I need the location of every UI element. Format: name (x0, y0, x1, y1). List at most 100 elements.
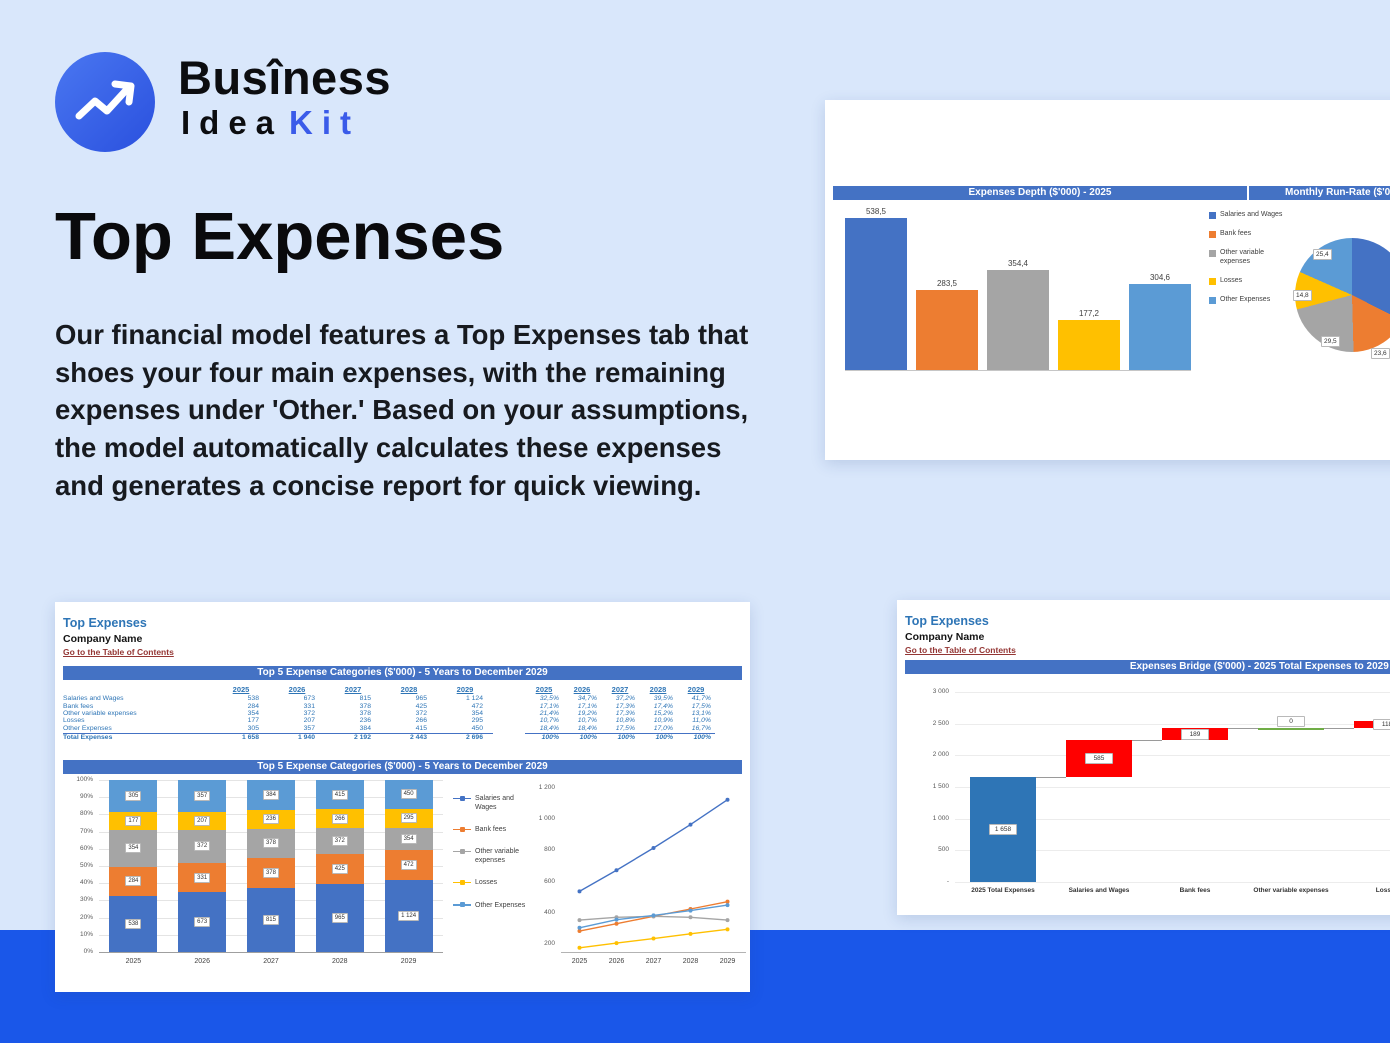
growth-arrow-icon (75, 80, 135, 120)
chart-header: Top 5 Expense Categories ($'000) - 5 Yea… (63, 760, 742, 774)
legend-label: Other Expenses (1220, 296, 1271, 304)
waterfall-bar (1258, 727, 1324, 730)
segment-value-label: 207 (194, 815, 211, 826)
bar-value-label: 1 658 (989, 824, 1017, 836)
stacked-column: 357 207 372 331 673 2026 (178, 780, 227, 965)
line-marker (651, 846, 656, 851)
segment-value-label: 378 (262, 868, 279, 879)
stacked-chart-y-axis: 100% 90% 80% 70% 60% 50% 40% 30% 20% 10% 0% (61, 776, 93, 955)
segment-value-label: 472 (400, 860, 417, 871)
table-year-header-row: 2025 2026 2027 2028 2029 (63, 684, 493, 695)
legend-swatch-icon (1209, 231, 1216, 239)
percent-cell: 18,4% (577, 724, 597, 732)
brand-name-line1: Busîness (178, 51, 391, 104)
stacked-segment: 266 (315, 809, 364, 828)
gridline (955, 787, 1390, 788)
percent-cell: 41,7% (691, 695, 711, 703)
segment-value-label: 384 (262, 790, 279, 801)
y-axis-label: 1 000 (932, 814, 949, 822)
legend-item: Salaries and Wages (453, 794, 535, 812)
line-marker (688, 822, 693, 827)
x-axis-label: 2026 (608, 958, 625, 965)
year-header: 2028 (400, 685, 418, 694)
bar-value-label: 585 (1085, 753, 1113, 765)
row-label: Other variable expenses (63, 709, 137, 717)
table-of-contents-link[interactable]: Go to the Table of Contents (905, 645, 1016, 655)
expense-percent-table: 2025 2026 2027 2028 2029 32,5% 34,7% 37,2% 39,5%… (525, 684, 715, 742)
stacked-segment: 415 (315, 780, 364, 810)
bar-column: 538,5 (845, 207, 907, 370)
table-year-header-row: 2025 2026 2027 2028 2029 (525, 684, 715, 695)
value-cell: 2 443 (381, 732, 437, 741)
value-cell: 266 (415, 717, 427, 725)
table-of-contents-link[interactable]: Go to the Table of Contents (63, 647, 174, 657)
table-header: Top 5 Expense Categories ($'000) - 5 Yea… (63, 666, 742, 680)
waterfall-chart: 1 658 585 189 0 118 (955, 692, 1390, 884)
table-row: Other Expenses 305 357 384 415 450 (63, 725, 493, 732)
line-marker (614, 941, 619, 946)
legend-line-icon (453, 847, 471, 855)
value-cell: 378 (359, 709, 371, 717)
legend-label: Salaries and Wages (1220, 211, 1283, 218)
stacked-segment: 425 (315, 854, 364, 885)
stacked-segment: 331 (178, 862, 227, 893)
line-series (579, 799, 728, 892)
y-axis-label: 80% (79, 810, 93, 818)
legend-label: Other Expenses (475, 901, 526, 909)
y-axis-label: 50% (79, 862, 93, 869)
segment-value-label: 815 (262, 914, 279, 925)
line-marker (725, 918, 730, 923)
bar-value-label: 189 (1181, 728, 1209, 740)
pie-value-label: 29,5 (1321, 336, 1340, 347)
y-axis-label: 500 (938, 846, 949, 854)
x-axis-label: Bank fees (1179, 887, 1211, 894)
legend-item: Other variable expenses (1209, 248, 1287, 266)
stacked-column: 415 266 372 425 965 2028 (315, 780, 364, 965)
y-axis-label: 600 (544, 877, 555, 885)
line-marker (614, 868, 619, 873)
page-title: Top Expenses (55, 199, 505, 274)
stacked-segment: 207 (178, 811, 227, 830)
chart-legend: Salaries and Wages Bank fees Other variabl… (1209, 210, 1287, 315)
y-axis-label: 70% (79, 827, 93, 835)
row-label: Bank fees (63, 702, 94, 710)
bar-value-label: 0 (1277, 715, 1305, 727)
bar-column: 177,2 (1058, 309, 1120, 370)
y-axis-label: 40% (79, 879, 93, 887)
stacked-segment: 236 (246, 810, 295, 829)
connector-line (1132, 739, 1162, 741)
stacked-segment: 372 (178, 829, 227, 863)
company-name: Company Name (905, 631, 985, 643)
gridline (955, 882, 1390, 884)
legend-line-icon (453, 825, 471, 833)
y-axis-label: 20% (79, 913, 93, 921)
stacked-segment: 378 (246, 858, 295, 888)
pie-value-label: 25,4 (1313, 249, 1332, 260)
bar (987, 270, 1049, 370)
value-cell: 207 (303, 717, 315, 725)
percent-cell: 15,2% (653, 709, 673, 717)
stacked-segment: 1 124 (384, 880, 433, 952)
percent-cell: 100% (639, 732, 677, 741)
value-cell: 1 940 (269, 732, 325, 741)
y-axis-label: 1 500 (932, 783, 949, 790)
percent-cell: 100% (525, 732, 563, 741)
line-marker (614, 921, 619, 926)
stacked-segment: 673 (178, 892, 227, 952)
legend-marker-icon (460, 848, 465, 854)
row-label: Salaries and Wages (63, 695, 124, 703)
screenshot-expenses-bridge: Top Expenses Company Name Go to the Tabl… (897, 600, 1390, 915)
percent-cell: 17,0% (653, 724, 673, 732)
chart-header-monthly-run-rate: Monthly Run-Rate ($'000 (1249, 186, 1390, 200)
value-cell: 177 (247, 717, 259, 725)
segment-value-label: 331 (194, 872, 211, 883)
company-name: Company Name (63, 633, 143, 645)
x-axis-label: 2029 (400, 958, 417, 965)
value-cell: 2 192 (325, 732, 381, 741)
value-cell: 1 124 (465, 695, 483, 703)
stacked-segment: 295 (384, 808, 433, 828)
value-cell: 538 (247, 695, 259, 703)
line-marker (577, 945, 582, 950)
legend-label: Bank fees (475, 826, 507, 834)
line-chart-svg (577, 797, 730, 950)
